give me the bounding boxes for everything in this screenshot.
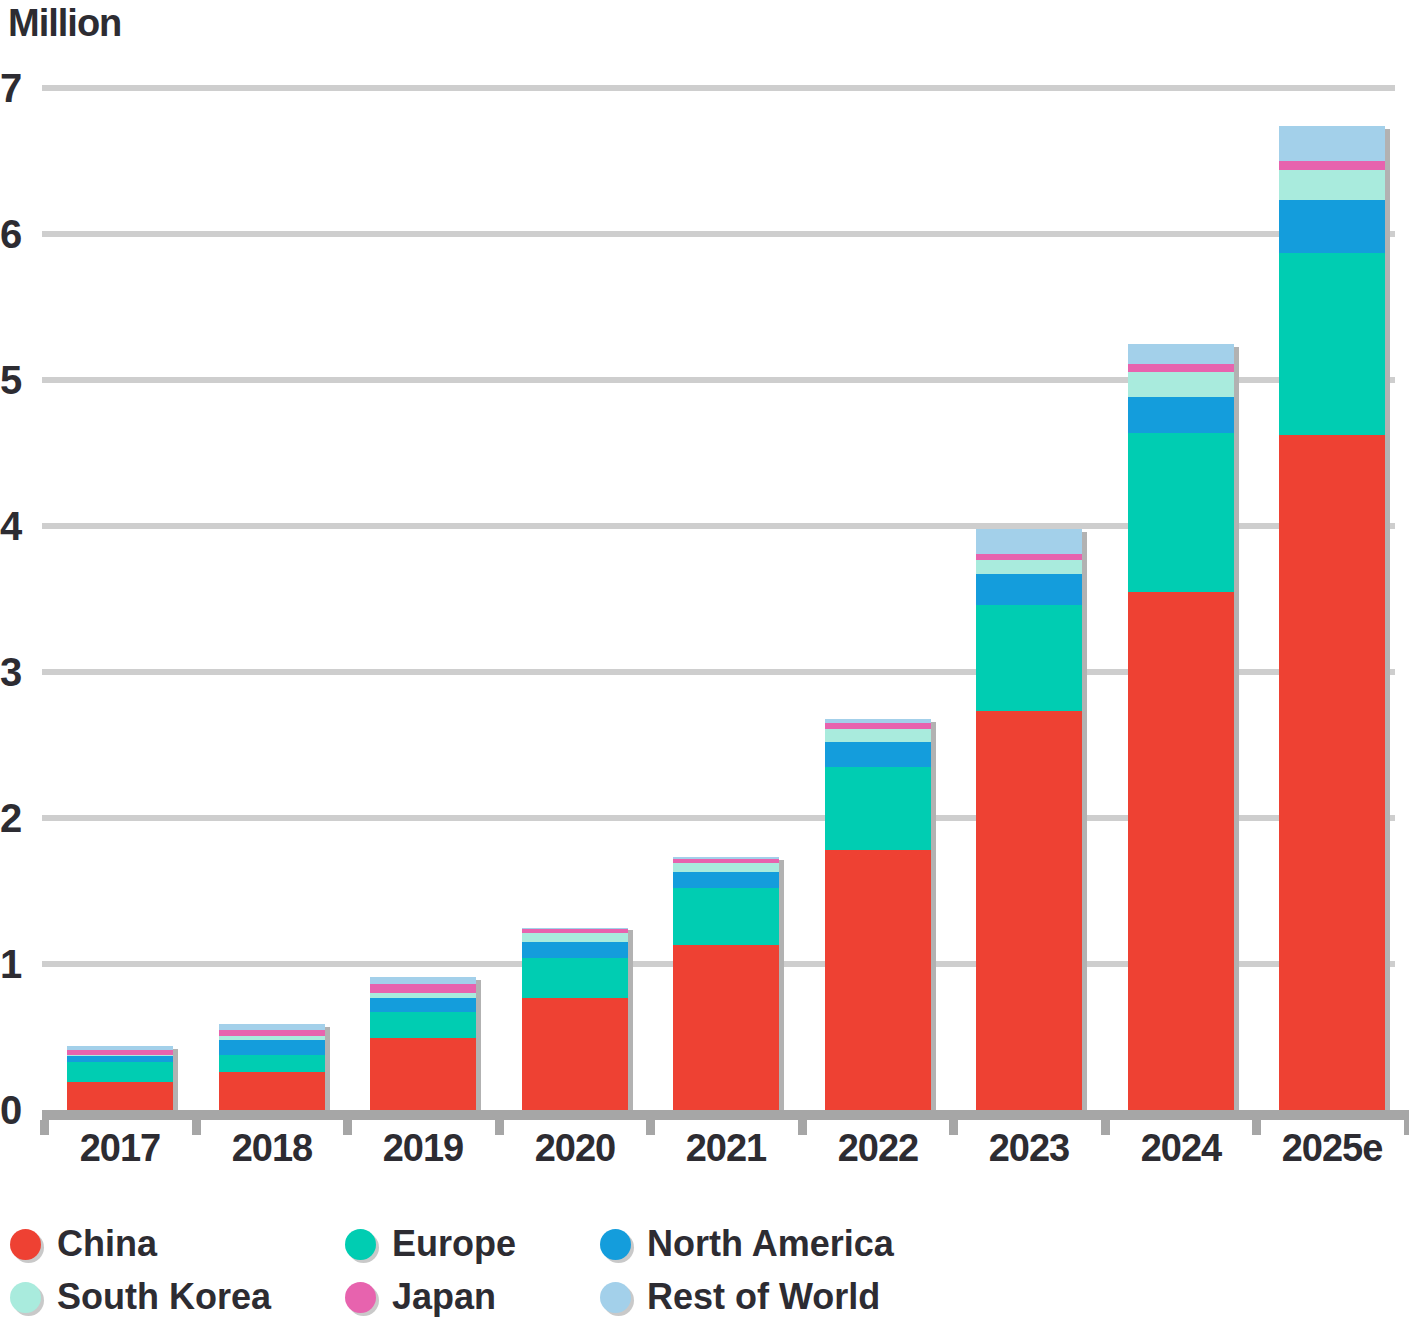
x-axis-label-2021: 2021 bbox=[641, 1128, 811, 1168]
y-axis-tick-label: 1 bbox=[0, 944, 36, 984]
legend-label-north_america: North America bbox=[647, 1223, 894, 1265]
x-axis-label-2024: 2024 bbox=[1096, 1128, 1266, 1168]
bar-2019 bbox=[370, 977, 476, 1110]
bar-segment-2025e-north_america bbox=[1279, 200, 1385, 253]
bar-segment-2021-north_america bbox=[673, 872, 779, 888]
bar-segment-2024-rest_of_world bbox=[1128, 344, 1234, 364]
legend-dot-rest_of_world bbox=[600, 1282, 631, 1313]
legend-item-japan: Japan bbox=[345, 1275, 496, 1317]
bar-segment-2024-china bbox=[1128, 592, 1234, 1110]
bar-segment-2017-europe bbox=[67, 1062, 173, 1082]
y-axis-tick-label: 6 bbox=[0, 214, 36, 254]
bar-segment-2025e-rest_of_world bbox=[1279, 126, 1385, 161]
x-axis-label-2018: 2018 bbox=[187, 1128, 357, 1168]
bar-2024 bbox=[1128, 344, 1234, 1110]
x-axis-tick-mark bbox=[192, 1120, 201, 1135]
bar-segment-2019-china bbox=[370, 1038, 476, 1110]
bar-2017 bbox=[67, 1046, 173, 1110]
bar-segment-2023-europe bbox=[976, 605, 1082, 712]
x-axis-label-2017: 2017 bbox=[35, 1128, 205, 1168]
y-axis-tick-label: 2 bbox=[0, 798, 36, 838]
x-axis-tick-mark bbox=[343, 1120, 352, 1135]
x-axis-line bbox=[42, 1110, 1409, 1120]
bar-2021 bbox=[673, 857, 779, 1110]
legend-dot-south_korea bbox=[10, 1282, 41, 1313]
x-axis-label-2023: 2023 bbox=[944, 1128, 1114, 1168]
legend-label-south_korea: South Korea bbox=[57, 1276, 271, 1317]
bar-segment-2019-north_america bbox=[370, 998, 476, 1013]
legend-dot-japan bbox=[345, 1282, 376, 1313]
bar-segment-2023-rest_of_world bbox=[976, 529, 1082, 554]
legend: China Europe North America South Korea Japan… bbox=[0, 1208, 1409, 1317]
bar-2020 bbox=[522, 927, 628, 1110]
legend-dot-europe bbox=[345, 1229, 376, 1260]
legend-item-europe: Europe bbox=[345, 1222, 516, 1266]
bar-segment-2023-china bbox=[976, 711, 1082, 1110]
legend-dot-china bbox=[10, 1229, 41, 1260]
bar-segment-2024-north_america bbox=[1128, 397, 1234, 433]
bar-segment-2017-china bbox=[67, 1082, 173, 1110]
bar-segment-2023-north_america bbox=[976, 574, 1082, 605]
x-axis-label-2019: 2019 bbox=[338, 1128, 508, 1168]
bar-segment-2019-rest_of_world bbox=[370, 977, 476, 984]
legend-dot-north_america bbox=[600, 1229, 631, 1260]
x-axis-label-2020: 2020 bbox=[490, 1128, 660, 1168]
plot-area: 0 1 2 3 4 5 6 7 20172018201920202021202220232024… bbox=[0, 0, 1409, 1200]
y-axis-tick-label: 4 bbox=[0, 506, 36, 546]
bar-segment-2025e-japan bbox=[1279, 161, 1385, 170]
legend-label-china: China bbox=[57, 1223, 157, 1265]
bar-2025e bbox=[1279, 126, 1385, 1110]
bar-segment-2024-europe bbox=[1128, 433, 1234, 592]
bar-segment-2024-south_korea bbox=[1128, 372, 1234, 397]
bar-2022 bbox=[825, 719, 931, 1110]
legend-item-south_korea: South Korea bbox=[10, 1275, 271, 1317]
bar-segment-2020-north_america bbox=[522, 942, 628, 958]
legend-item-rest_of_world: Rest of World bbox=[600, 1275, 880, 1317]
bar-segment-2020-south_korea bbox=[522, 933, 628, 942]
legend-item-china: China bbox=[10, 1222, 157, 1266]
x-axis-tick-mark bbox=[1404, 1120, 1409, 1135]
bar-segment-2021-south_korea bbox=[673, 863, 779, 872]
x-axis-tick-mark bbox=[949, 1120, 958, 1135]
gridline-7 bbox=[42, 85, 1395, 91]
bar-segment-2018-china bbox=[219, 1072, 325, 1110]
x-axis-tick-mark bbox=[646, 1120, 655, 1135]
x-axis-tick-mark bbox=[40, 1120, 49, 1135]
bar-segment-2018-europe bbox=[219, 1055, 325, 1073]
bar-segment-2020-europe bbox=[522, 958, 628, 997]
legend-label-rest_of_world: Rest of World bbox=[647, 1276, 880, 1317]
bar-segment-2022-south_korea bbox=[825, 729, 931, 742]
bar-segment-2018-north_america bbox=[219, 1040, 325, 1055]
y-axis-tick-label: 5 bbox=[0, 360, 36, 400]
bar-segment-2025e-europe bbox=[1279, 253, 1385, 436]
x-axis-label-2022: 2022 bbox=[793, 1128, 963, 1168]
y-axis-tick-label: 0 bbox=[0, 1090, 36, 1130]
bar-segment-2022-north_america bbox=[825, 742, 931, 767]
gridline-6 bbox=[42, 231, 1395, 237]
bar-segment-2021-china bbox=[673, 945, 779, 1110]
bar-segment-2019-europe bbox=[370, 1012, 476, 1038]
bar-segment-2019-japan bbox=[370, 984, 476, 993]
bar-2018 bbox=[219, 1024, 325, 1110]
bar-segment-2021-europe bbox=[673, 888, 779, 945]
bar-segment-2022-china bbox=[825, 850, 931, 1110]
y-axis-tick-label: 3 bbox=[0, 652, 36, 692]
x-axis-label-2025e: 2025e bbox=[1247, 1128, 1409, 1168]
bar-segment-2025e-south_korea bbox=[1279, 170, 1385, 201]
bar-segment-2020-china bbox=[522, 998, 628, 1110]
bar-2023 bbox=[976, 529, 1082, 1110]
legend-label-japan: Japan bbox=[392, 1276, 496, 1317]
x-axis-tick-mark bbox=[798, 1120, 807, 1135]
bar-segment-2025e-china bbox=[1279, 435, 1385, 1110]
bar-segment-2023-south_korea bbox=[976, 560, 1082, 575]
x-axis-tick-mark bbox=[495, 1120, 504, 1135]
bar-segment-2024-japan bbox=[1128, 364, 1234, 371]
x-axis-tick-mark bbox=[1252, 1120, 1261, 1135]
legend-label-europe: Europe bbox=[392, 1223, 516, 1265]
legend-item-north_america: North America bbox=[600, 1222, 894, 1266]
y-axis-tick-label: 7 bbox=[0, 68, 36, 108]
bar-segment-2022-europe bbox=[825, 767, 931, 850]
x-axis-tick-mark bbox=[1101, 1120, 1110, 1135]
